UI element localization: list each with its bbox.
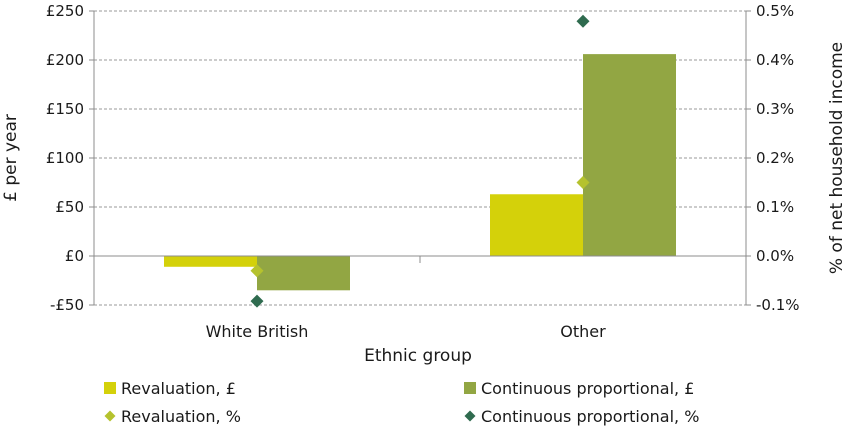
point-continuous-proportional-pct-other (576, 14, 590, 28)
left-tick-label: £100 (46, 149, 84, 167)
right-tick-label: 0.0% (756, 247, 794, 265)
right-axis-title: % of net household income (827, 42, 847, 274)
legend-marker (464, 410, 476, 422)
bar-continuous-proportional-other (583, 54, 676, 257)
legend-label: Revaluation, £ (121, 379, 236, 398)
legend-marker (104, 410, 116, 422)
right-axis-ticks: 0.5% 0.4% 0.3% 0.2% 0.1% 0.0% -0.1% (756, 2, 800, 314)
right-tick-label: 0.4% (756, 51, 794, 69)
legend-swatch (104, 382, 116, 394)
category-label: Other (560, 322, 606, 341)
left-tick-label: £250 (46, 2, 84, 20)
legend-swatch (464, 382, 476, 394)
bars (164, 54, 676, 291)
legend-label: Continuous proportional, £ (481, 379, 694, 398)
legend-label: Continuous proportional, % (481, 407, 699, 426)
right-tick-label: -0.1% (756, 296, 800, 314)
right-tick-label: 0.3% (756, 100, 794, 118)
left-tick-label: £50 (55, 198, 84, 216)
right-tick-label: 0.5% (756, 2, 794, 20)
point-revaluation-pct-white-british (250, 264, 264, 278)
right-tick-label: 0.1% (756, 198, 794, 216)
legend: Revaluation, £ Continuous proportional, £… (104, 379, 699, 426)
right-tick-label: 0.2% (756, 149, 794, 167)
category-label: White British (206, 322, 309, 341)
points (250, 14, 590, 308)
left-tick-label: £200 (46, 51, 84, 69)
bar-continuous-proportional-white-british (257, 256, 350, 291)
gridlines (94, 10, 746, 306)
category-labels: White British Other (206, 322, 607, 341)
point-revaluation-pct-other (576, 176, 590, 189)
x-axis-title: Ethnic group (364, 346, 472, 366)
bar-revaluation-white-british (164, 256, 257, 267)
point-continuous-proportional-pct-white-british (250, 294, 264, 308)
left-tick-label: -£50 (50, 296, 84, 314)
bar-revaluation-other (490, 194, 583, 256)
left-axis-title: £ per year (1, 114, 21, 202)
legend-label: Revaluation, % (121, 407, 241, 426)
left-tick-label: £0 (65, 247, 84, 265)
axes (89, 10, 751, 306)
left-axis-ticks: £250 £200 £150 £100 £50 £0 -£50 (46, 2, 84, 314)
left-tick-label: £150 (46, 100, 84, 118)
